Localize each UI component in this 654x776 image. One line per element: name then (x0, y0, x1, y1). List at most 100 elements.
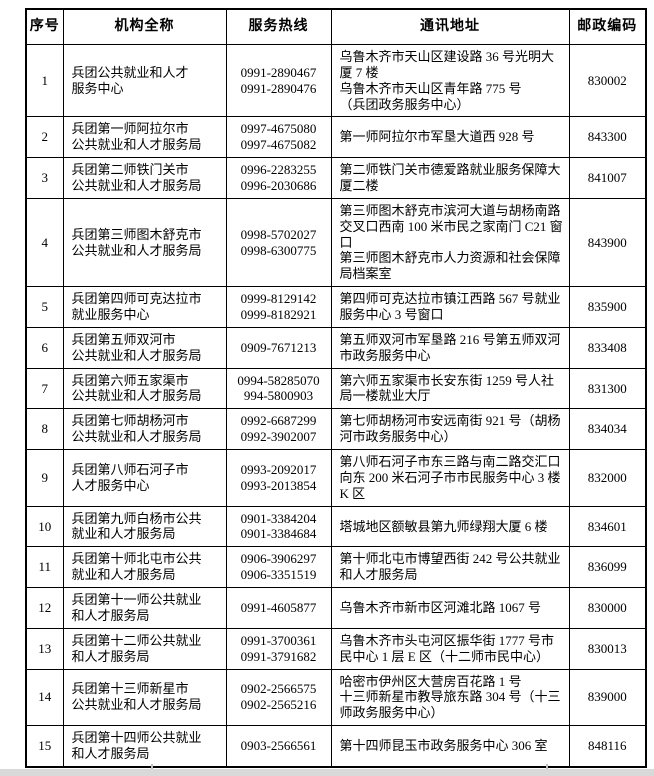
row-number-cell: 15 (25, 725, 64, 768)
address-cell: 第七师胡杨河市安远南街 921 号（胡杨河市政务服务中心） (330, 408, 570, 451)
row-number-cell: 7 (25, 367, 64, 410)
hotline-cell: 0991-4605877 (225, 587, 332, 629)
header-serial-number: 序号 (25, 8, 64, 45)
header-org-full-name: 机构全称 (62, 8, 227, 45)
table-row: 14 兵团第十三师新星市 公共就业和人才服务局 0902-2566575 0902-… (25, 668, 647, 727)
postal-code-cell: 843900 (568, 197, 647, 288)
table-row: 13 兵团第十二师公共就业 和人才服务局 0991-3700361 0991-379… (25, 627, 647, 670)
postal-code-cell: 841007 (568, 157, 647, 199)
row-number-cell: 6 (25, 326, 64, 369)
table-body: 1 兵团公共就业和人才 服务中心 0991-2890467 0991-2890476… (25, 43, 647, 768)
table-row: 11 兵团第十师北屯市公共 就业和人才服务局 0906-3906297 0906-3… (25, 546, 647, 589)
postal-code-cell: 843300 (568, 116, 647, 159)
hotline-cell: 0991-3700361 0991-3791682 (225, 627, 332, 670)
org-name-cell: 兵团第五师双河市 公共就业和人才服务局 (62, 326, 227, 369)
address-cell: 第八师石河子市东三路与南二路交汇口向东 200 米石河子市市民服务中心 3 楼 … (330, 449, 570, 507)
postal-code-cell: 834601 (568, 505, 647, 548)
address-cell: 第三师图木舒克市滨河大道与胡杨南路交叉口西南 100 米市民之家南门 C21 窗… (330, 197, 570, 288)
address-cell: 乌鲁木齐市头屯河区振华街 1777 号市民中心 1 层 E 区（十二师市民中心） (330, 627, 570, 670)
org-name-cell: 兵团第十师北屯市公共 就业和人才服务局 (62, 546, 227, 589)
hotline-cell: 0909-7671213 (225, 326, 332, 369)
row-number-cell: 14 (25, 668, 64, 727)
org-name-cell: 兵团第六师五家渠市 公共就业和人才服务局 (62, 367, 227, 410)
org-name-cell: 兵团第四师可克达拉市 就业服务中心 (62, 286, 227, 328)
page-boundary-tick (546, 764, 548, 769)
table-row: 6 兵团第五师双河市 公共就业和人才服务局 0909-7671213 第五师双河市军垦… (25, 326, 647, 369)
address-cell: 第一师阿拉尔市军垦大道西 928 号 (330, 116, 570, 159)
hotline-cell: 0993-2092017 0993-2013854 (225, 449, 332, 507)
postal-code-cell: 830000 (568, 587, 647, 629)
address-cell: 第六师五家渠市长安东街 1259 号人社局一楼就业大厅 (330, 367, 570, 410)
table-row: 2 兵团第一师阿拉尔市 公共就业和人才服务局 0997-4675080 0997-4… (25, 116, 647, 159)
address-cell: 第二师铁门关市德爱路就业服务保障大厦二楼 (330, 157, 570, 199)
table-row: 9 兵团第八师石河子市 人才服务中心 0993-2092017 0993-20138… (25, 449, 647, 507)
row-number-cell: 5 (25, 286, 64, 328)
org-name-cell: 兵团第十四师公共就业 和人才服务局 (62, 725, 227, 768)
header-mailing-address: 通讯地址 (330, 8, 570, 45)
row-number-cell: 13 (25, 627, 64, 670)
postal-code-cell: 832000 (568, 449, 647, 507)
hotline-cell: 0997-4675080 0997-4675082 (225, 116, 332, 159)
org-name-cell: 兵团第十三师新星市 公共就业和人才服务局 (62, 668, 227, 727)
table-row: 5 兵团第四师可克达拉市 就业服务中心 0999-8129142 0999-8182… (25, 286, 647, 328)
page-boundary-tick (151, 764, 153, 769)
row-number-cell: 8 (25, 408, 64, 451)
postal-code-cell: 830002 (568, 43, 647, 118)
address-cell: 乌鲁木齐市新市区河滩北路 1067 号 (330, 587, 570, 629)
hotline-cell: 0992-6687299 0992-3902007 (225, 408, 332, 451)
header-postal-code: 邮政编码 (568, 8, 647, 45)
row-number-cell: 4 (25, 197, 64, 288)
address-cell: 第四师可克达拉市镇江西路 567 号就业服务中心 3 号窗口 (330, 286, 570, 328)
row-number-cell: 2 (25, 116, 64, 159)
table-row: 15 兵团第十四师公共就业 和人才服务局 0903-2566561 第十四师昆玉市政务… (25, 725, 647, 768)
table-row: 4 兵团第三师图木舒克市 公共就业和人才服务局 0998-5702027 0998-… (25, 197, 647, 288)
row-number-cell: 10 (25, 505, 64, 548)
table-row: 7 兵团第六师五家渠市 公共就业和人才服务局 0994-58285070 994-5… (25, 367, 647, 410)
table-row: 12 兵团第十一师公共就业 和人才服务局 0991-4605877 乌鲁木齐市新市区河… (25, 587, 647, 629)
hotline-cell: 0996-2283255 0996-2030686 (225, 157, 332, 199)
org-name-cell: 兵团第三师图木舒克市 公共就业和人才服务局 (62, 197, 227, 288)
address-cell: 第五师双河市军垦路 216 号第五师双河市政务服务中心 (330, 326, 570, 369)
postal-code-cell: 833408 (568, 326, 647, 369)
address-cell: 塔城地区额敏县第九师绿翔大厦 6 楼 (330, 505, 570, 548)
org-name-cell: 兵团第十二师公共就业 和人才服务局 (62, 627, 227, 670)
org-name-cell: 兵团第十一师公共就业 和人才服务局 (62, 587, 227, 629)
hotline-cell: 0998-5702027 0998-6300775 (225, 197, 332, 288)
hotline-cell: 0994-58285070 994-5800903 (225, 367, 332, 410)
postal-code-cell: 830013 (568, 627, 647, 670)
hotline-cell: 0999-8129142 0999-8182921 (225, 286, 332, 328)
header-service-hotline: 服务热线 (225, 8, 332, 45)
row-number-cell: 1 (25, 43, 64, 118)
org-name-cell: 兵团第二师铁门关市 公共就业和人才服务局 (62, 157, 227, 199)
table-row: 10 兵团第九师白杨市公共 就业和人才服务局 0901-3384204 0901-3… (25, 505, 647, 548)
postal-code-cell: 835900 (568, 286, 647, 328)
postal-code-cell: 848116 (568, 725, 647, 768)
header-row: 序号 机构全称 服务热线 通讯地址 邮政编码 (25, 8, 647, 45)
org-contact-table: 序号 机构全称 服务热线 通讯地址 邮政编码 1 兵团公共就业和人才 服务中心 09… (25, 8, 647, 768)
hotline-cell: 0991-2890467 0991-2890476 (225, 43, 332, 118)
address-cell: 第十四师昆玉市政务服务中心 306 室 (330, 725, 570, 768)
org-name-cell: 兵团第九师白杨市公共 就业和人才服务局 (62, 505, 227, 548)
address-cell: 乌鲁木齐市天山区建设路 36 号光明大厦 7 楼 乌鲁木齐市天山区青年路 775… (330, 43, 570, 118)
hotline-cell: 0902-2566575 0902-2565216 (225, 668, 332, 727)
table-row: 3 兵团第二师铁门关市 公共就业和人才服务局 0996-2283255 0996-2… (25, 157, 647, 199)
org-name-cell: 兵团第一师阿拉尔市 公共就业和人才服务局 (62, 116, 227, 159)
postal-code-cell: 836099 (568, 546, 647, 589)
org-name-cell: 兵团第八师石河子市 人才服务中心 (62, 449, 227, 507)
hotline-cell: 0903-2566561 (225, 725, 332, 768)
postal-code-cell: 831300 (568, 367, 647, 410)
hotline-cell: 0901-3384204 0901-3384684 (225, 505, 332, 548)
row-number-cell: 9 (25, 449, 64, 507)
row-number-cell: 11 (25, 546, 64, 589)
org-name-cell: 兵团第七师胡杨河市 公共就业和人才服务局 (62, 408, 227, 451)
row-number-cell: 3 (25, 157, 64, 199)
row-number-cell: 12 (25, 587, 64, 629)
table-row: 1 兵团公共就业和人才 服务中心 0991-2890467 0991-2890476… (25, 43, 647, 118)
address-cell: 哈密市伊州区大营房百花路 1 号 十三师新星市教导旅东路 304 号（十三师政务… (330, 668, 570, 727)
org-name-cell: 兵团公共就业和人才 服务中心 (62, 43, 227, 118)
address-cell: 第十师北屯市博望西街 242 号公共就业和人才服务局 (330, 546, 570, 589)
postal-code-cell: 834034 (568, 408, 647, 451)
hotline-cell: 0906-3906297 0906-3351519 (225, 546, 332, 589)
horizontal-scrollbar[interactable] (0, 769, 654, 776)
postal-code-cell: 839000 (568, 668, 647, 727)
